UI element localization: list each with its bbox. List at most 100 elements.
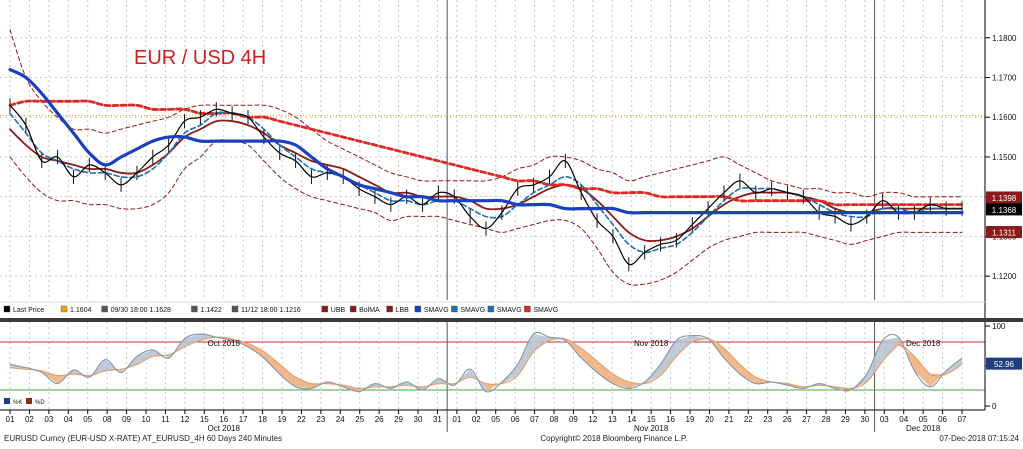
oscillator-price-tag: 52.96 bbox=[986, 357, 1022, 370]
x-tick-label: 01 bbox=[6, 415, 15, 424]
x-axis: 01 02 03 04 05 08 09 10 11 12 15 16 17 18 19 22 23 24 25 26… bbox=[0, 339, 985, 433]
legend-swatch bbox=[231, 305, 239, 313]
x-tick-label: 03 bbox=[44, 415, 53, 424]
osc-fill-segment bbox=[866, 340, 883, 382]
footer: EURUSD Curncy (EUR-USD X-RATE) AT_EURUSD… bbox=[4, 434, 1020, 443]
x-tick-label: 31 bbox=[433, 415, 442, 424]
osc-fill-segment bbox=[660, 340, 677, 376]
osc-legend-label: %K bbox=[13, 400, 22, 406]
price-tick-label: 1.1500 bbox=[992, 153, 1017, 162]
x-tick-label: 18 bbox=[258, 415, 267, 424]
legend-label: 11/12 18:00 1.1216 bbox=[241, 307, 301, 314]
chart-title: EUR / USD 4H bbox=[134, 47, 266, 69]
osc-fill-segment bbox=[184, 334, 201, 347]
legend-swatch bbox=[451, 305, 458, 313]
legend-label: UBB bbox=[331, 307, 346, 314]
legend-item: SMAVG bbox=[414, 305, 449, 314]
x-tick-label: 10 bbox=[142, 415, 151, 424]
panel-divider bbox=[0, 318, 1023, 322]
price-tick-label: 1.1600 bbox=[992, 113, 1017, 122]
osc-fill-segment bbox=[343, 385, 360, 392]
osc-k-line bbox=[9, 331, 963, 393]
x-tick-label: 11 bbox=[161, 415, 170, 424]
x-tick-label: 15 bbox=[200, 415, 209, 424]
x-month-label: Oct 2018 bbox=[207, 424, 240, 433]
osc-fill-segment bbox=[279, 364, 296, 387]
x-tick-label: 07 bbox=[958, 415, 967, 424]
x-tick-label: 26 bbox=[783, 415, 792, 424]
legend-item: Last Price bbox=[3, 305, 44, 314]
osc-month-label: Dec 2018 bbox=[906, 339, 941, 348]
x-tick-label: 28 bbox=[822, 415, 831, 424]
osc-legend-item: %K bbox=[4, 398, 22, 406]
price-tag-label: 1.1311 bbox=[992, 229, 1016, 238]
osc-d-line bbox=[9, 336, 963, 390]
x-tick-label: 30 bbox=[860, 415, 869, 424]
osc-fill-segment bbox=[739, 364, 756, 384]
x-tick-label: 09 bbox=[569, 415, 578, 424]
osc-tick-label: 100 bbox=[992, 322, 1006, 331]
legend-item: SMAVG bbox=[451, 305, 485, 314]
x-tick-label: 12 bbox=[180, 415, 189, 424]
x-tick-label: 22 bbox=[744, 415, 753, 424]
legend-item: 09/30 18:00 1.1628 bbox=[101, 305, 171, 314]
copyright-label: Copyright© 2018 Bloomberg Finance L.P. bbox=[540, 434, 687, 443]
osc-month-label: Nov 2018 bbox=[634, 339, 669, 348]
oscillator-series-group bbox=[9, 331, 963, 393]
x-tick-label: 19 bbox=[278, 415, 287, 424]
x-tick-label: 29 bbox=[394, 415, 403, 424]
oscillator-panel: 050100 52.96 %K%D bbox=[0, 322, 1022, 411]
legend-swatch bbox=[414, 305, 422, 313]
osc-fill-segment bbox=[914, 356, 931, 387]
legend-label: SMAVG bbox=[424, 307, 449, 314]
instrument-label: EURUSD Curncy (EUR-USD X-RATE) AT_EURUSD… bbox=[4, 434, 282, 443]
x-tick-label: 07 bbox=[530, 415, 539, 424]
osc-legend-swatch bbox=[26, 398, 32, 404]
x-tick-label: 16 bbox=[219, 415, 228, 424]
x-tick-label: 05 bbox=[919, 415, 928, 424]
x-tick-label: 06 bbox=[938, 415, 947, 424]
price-tag-label: 1.1368 bbox=[992, 206, 1017, 215]
osc-fill-segment bbox=[581, 348, 598, 373]
osc-fill-segment bbox=[850, 374, 867, 390]
osc-fill-segment bbox=[946, 358, 962, 374]
price-tick-label: 1.1800 bbox=[992, 34, 1017, 43]
osc-tag-box bbox=[986, 357, 1022, 370]
legend-label: Last Price bbox=[13, 307, 44, 314]
osc-tag-label: 52.96 bbox=[994, 360, 1015, 369]
x-tick-label: 29 bbox=[841, 415, 850, 424]
x-month-label: Dec 2018 bbox=[906, 424, 941, 433]
x-tick-label: 09 bbox=[122, 415, 131, 424]
x-tick-label: 27 bbox=[802, 415, 811, 424]
price-legend: Last Price 1.1604 09/30 18:00 1.1628 1.1422… bbox=[0, 301, 985, 314]
legend-label: LBB bbox=[396, 307, 410, 314]
price-tag: 1.1311 bbox=[986, 226, 1022, 239]
x-tick-label: 01 bbox=[452, 415, 461, 424]
x-tick-label: 24 bbox=[336, 415, 345, 424]
osc-fill-segment bbox=[136, 350, 153, 365]
oscillator-legend: %K %D bbox=[4, 398, 45, 406]
osc-fill-segment bbox=[597, 361, 613, 384]
x-tick-label: 25 bbox=[355, 415, 364, 424]
legend-label: SMAVG bbox=[497, 307, 522, 314]
legend-swatch bbox=[3, 305, 11, 313]
x-tick-label: 08 bbox=[550, 415, 559, 424]
legend-item: 1.1422 bbox=[191, 305, 222, 314]
osc-legend-swatch bbox=[4, 398, 10, 404]
x-tick-label: 21 bbox=[724, 415, 733, 424]
price-tick-label: 1.1700 bbox=[992, 74, 1017, 83]
legend-item: LBB bbox=[386, 305, 410, 314]
osc-fill-segment bbox=[724, 348, 740, 374]
price-tag: 1.1368 bbox=[986, 203, 1022, 216]
osc-fill-segment bbox=[882, 337, 899, 362]
osc-fill-segment bbox=[676, 335, 693, 357]
x-tick-label: 22 bbox=[297, 415, 306, 424]
legend-label: 1.1422 bbox=[200, 307, 222, 314]
osc-tick-label: 0 bbox=[992, 402, 997, 411]
price-grid bbox=[0, 0, 985, 300]
legend-swatch bbox=[524, 305, 531, 313]
x-tick-label: 26 bbox=[375, 415, 384, 424]
legend-swatch bbox=[60, 305, 68, 313]
